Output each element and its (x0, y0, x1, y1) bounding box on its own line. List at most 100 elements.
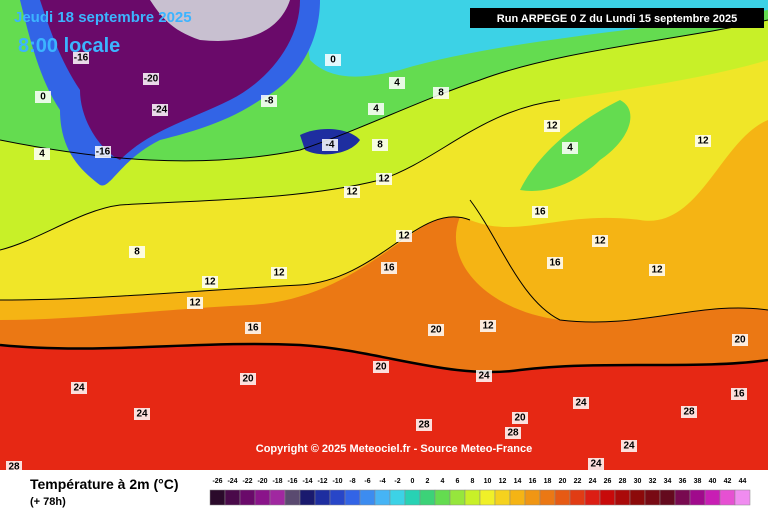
legend-value: -18 (272, 478, 282, 485)
label-bg (544, 120, 560, 132)
legend-swatch (704, 489, 721, 506)
contour-label: -16 (96, 147, 111, 158)
contour-label: 24 (73, 383, 85, 394)
label-bg (261, 95, 277, 107)
label-bg (95, 146, 111, 158)
legend-swatch (224, 489, 241, 506)
label-bg (389, 77, 405, 89)
contour-label: 20 (734, 335, 746, 346)
legend-value: -14 (302, 478, 312, 485)
forecast-date: Jeudi 18 septembre 2025 (14, 9, 192, 26)
legend-value: 44 (739, 478, 747, 485)
label-bg (129, 246, 145, 258)
contour-label: 28 (418, 420, 430, 431)
label-bg (505, 427, 521, 439)
legend-value: 14 (514, 478, 522, 485)
isotherm (469, 199, 768, 323)
label-bg (592, 235, 608, 247)
legend-value: 38 (694, 478, 702, 485)
legend-swatch (269, 489, 286, 506)
contour-label: 12 (346, 187, 358, 198)
isotherm (0, 19, 768, 162)
legend-swatch (329, 489, 346, 506)
label-bg (476, 370, 492, 382)
contour-label: 20 (514, 413, 526, 424)
contour-label: 28 (8, 462, 20, 473)
contour-label: -16 (74, 53, 89, 64)
contour-label: -4 (326, 140, 335, 151)
legend-value: 30 (634, 478, 642, 485)
legend-value: 8 (471, 478, 475, 485)
legend-value: 16 (529, 478, 537, 485)
greenland-ice (150, 0, 290, 41)
legend-swatch (359, 489, 376, 506)
label-bg (573, 397, 589, 409)
label-bg (396, 230, 412, 242)
legend-swatch (689, 489, 706, 506)
legend-swatch (629, 489, 646, 506)
legend-swatch (239, 489, 256, 506)
label-bg (512, 412, 528, 424)
label-bg (649, 264, 665, 276)
legend-value: 22 (574, 478, 582, 485)
legend-value: -4 (379, 478, 385, 485)
legend-value: 6 (456, 478, 460, 485)
contour-label: 24 (590, 459, 602, 470)
contour-label: 28 (683, 407, 695, 418)
legend-value: -8 (349, 478, 355, 485)
legend-value: -26 (212, 478, 222, 485)
legend-swatch (464, 489, 481, 506)
label-bg (325, 54, 341, 66)
legend-swatch (389, 489, 406, 506)
contour-label: -24 (153, 105, 168, 116)
label-bg (322, 139, 338, 151)
contour-label: 8 (438, 88, 444, 99)
contour-label: 12 (697, 136, 709, 147)
contour-label: 8 (377, 140, 383, 151)
label-bg (202, 276, 218, 288)
isotherm (0, 99, 561, 251)
legend-swatch (524, 489, 541, 506)
legend-value: 12 (499, 478, 507, 485)
copyright: Copyright © 2025 Meteociel.fr - Source M… (256, 443, 532, 455)
contour-label: 12 (273, 268, 285, 279)
legend-swatch (569, 489, 586, 506)
legend-swatch (284, 489, 301, 506)
label-bg (368, 103, 384, 115)
legend-value: 20 (559, 478, 567, 485)
contour-label: 24 (623, 441, 635, 452)
contour-label: 8 (134, 247, 140, 258)
label-bg (344, 186, 360, 198)
legend-value: 42 (724, 478, 732, 485)
legend-value: 32 (649, 478, 657, 485)
legend-swatch (404, 489, 421, 506)
legend-value: 2 (426, 478, 430, 485)
legend-value: -20 (257, 478, 267, 485)
label-bg (376, 173, 392, 185)
contour-label: 12 (594, 236, 606, 247)
contour-label: 4 (373, 104, 379, 115)
contour-label: 24 (136, 409, 148, 420)
legend-swatch (599, 489, 616, 506)
isotherm (0, 216, 471, 301)
label-bg (245, 322, 261, 334)
label-bg (416, 419, 432, 431)
label-bg (381, 262, 397, 274)
legend-swatch (659, 489, 676, 506)
contour-label: 12 (651, 265, 663, 276)
label-bg (271, 267, 287, 279)
isotherm (0, 342, 768, 374)
legend-swatch (644, 489, 661, 506)
contour-label: 20 (430, 325, 442, 336)
contour-label: -20 (144, 74, 159, 85)
label-bg (143, 73, 159, 85)
contour-label: 16 (383, 263, 395, 274)
legend-value: 18 (544, 478, 552, 485)
legend-value: 36 (679, 478, 687, 485)
legend-swatch (614, 489, 631, 506)
legend-swatch (494, 489, 511, 506)
label-bg (240, 373, 256, 385)
legend-value: 40 (709, 478, 717, 485)
